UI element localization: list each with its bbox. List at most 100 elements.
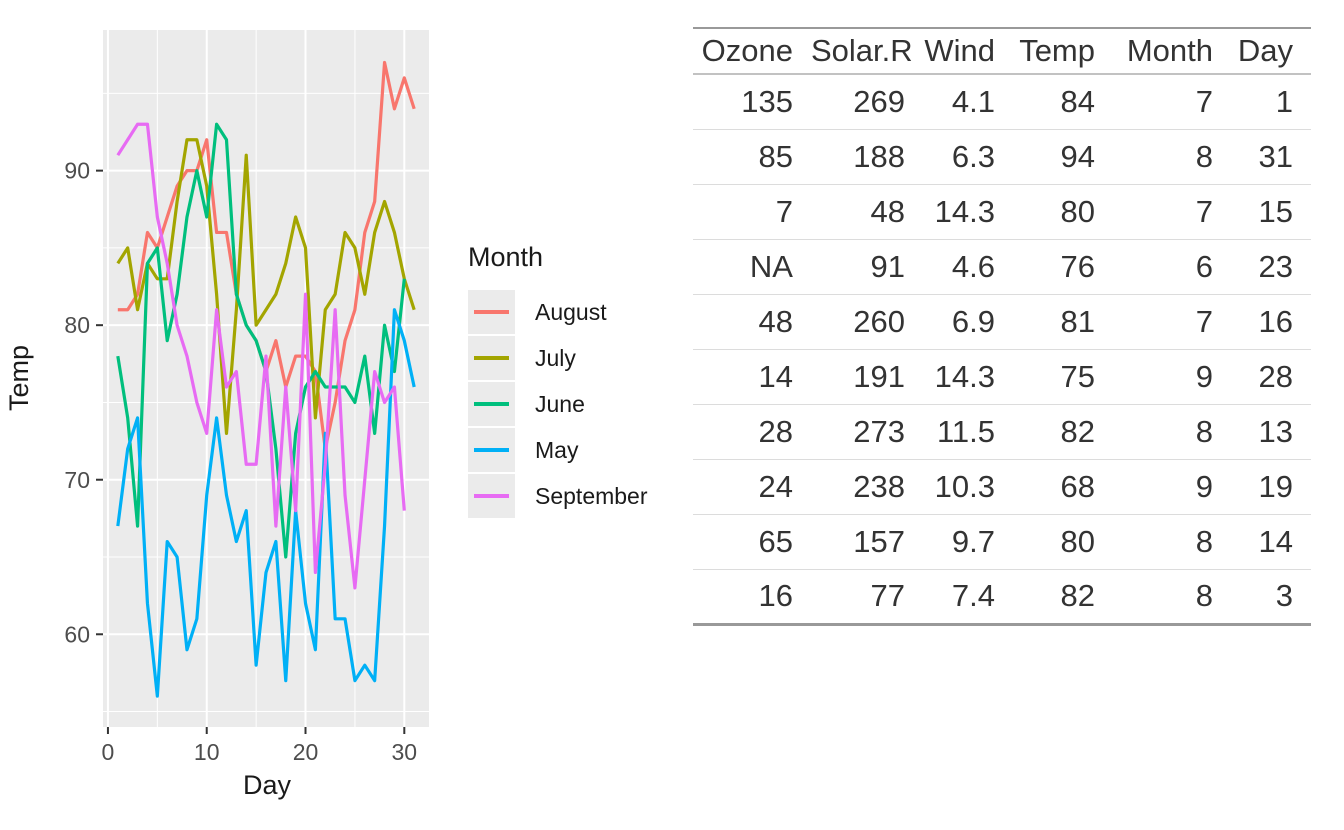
temp-by-day-line-chart: 60 70 80 90 0 10 20 30 Temp Day [4,30,429,800]
table-cell: 3 [1231,569,1311,626]
table-cell: 24 [693,459,811,515]
table-cell: 6.3 [923,129,1013,185]
legend-label: September [535,482,648,509]
table-cell: 23 [1231,239,1311,295]
table-cell: 91 [811,239,923,295]
legend-label: August [535,298,607,325]
table-cell: 9 [1113,349,1231,405]
table-cell: 13 [1231,404,1311,460]
legend-entry-august: August [468,289,648,335]
table-cell: 16 [693,569,811,626]
legend-key-line [474,448,509,452]
table-cell: NA [693,239,811,295]
table-cell: 4.6 [923,239,1013,295]
legend-entry-july: July [468,335,648,381]
table-cell: 157 [811,514,923,570]
table-cell: 82 [1013,569,1113,626]
table-cell: 31 [1231,129,1311,185]
table-cell: 14.3 [923,184,1013,240]
column-header-wind: Wind [923,27,1013,75]
table-row: 24 238 10.3 68 9 19 [693,459,1311,515]
legend-title: Month [468,242,544,272]
series-line-july [116,138,416,435]
table-cell: 191 [811,349,923,405]
table-cell: 7 [693,184,811,240]
table-header-row: Ozone Solar.R Wind Temp Month Day [693,27,1311,75]
column-header-ozone: Ozone [693,27,811,75]
legend-entry-june: June [468,381,648,427]
table-cell: 15 [1231,184,1311,240]
table-row: 14 191 14.3 75 9 28 [693,349,1311,405]
legend-label: May [535,436,579,463]
table-row: 65 157 9.7 80 8 14 [693,514,1311,570]
y-tick-label: 80 [64,312,90,338]
chart-legend: Month August July June May September [468,242,648,519]
legend-key-swatch [468,290,515,334]
table-cell: 1 [1231,74,1311,130]
legend-key-line [474,402,509,406]
y-axis-title: Temp [4,345,34,411]
table-cell: 28 [693,404,811,460]
legend-key-line [474,356,509,360]
table-cell: 81 [1013,294,1113,350]
table-cell: 269 [811,74,923,130]
table-cell: 7 [1113,74,1231,130]
y-tick-label: 90 [64,158,90,184]
legend-key-swatch [468,382,515,426]
table-cell: 77 [811,569,923,626]
table-cell: 260 [811,294,923,350]
table-cell: 19 [1231,459,1311,515]
legend-label: July [535,344,576,371]
column-header-solar-r: Solar.R [811,27,923,75]
table-cell: 6.9 [923,294,1013,350]
table-cell: 14 [1231,514,1311,570]
legend-key-line [474,310,509,314]
table-cell: 188 [811,129,923,185]
x-axis-title: Day [243,770,292,800]
table-cell: 8 [1113,514,1231,570]
legend-key-swatch [468,336,515,380]
table-cell: 10.3 [923,459,1013,515]
table-cell: 7 [1113,294,1231,350]
table-cell: 9.7 [923,514,1013,570]
legend-label: June [535,390,585,417]
table-cell: 9 [1113,459,1231,515]
table-row: 48 260 6.9 81 7 16 [693,294,1311,350]
x-tick-label: 30 [392,739,418,765]
legend-key-swatch [468,428,515,472]
table-cell: 65 [693,514,811,570]
y-tick-label: 60 [64,621,90,647]
table-cell: 11.5 [923,404,1013,460]
table-cell: 7 [1113,184,1231,240]
table-cell: 80 [1013,184,1113,240]
column-header-day: Day [1231,27,1311,75]
table-cell: 6 [1113,239,1231,295]
table-cell: 82 [1013,404,1113,460]
table-cell: 48 [811,184,923,240]
table-cell: 76 [1013,239,1113,295]
table-row: 7 48 14.3 80 7 15 [693,184,1311,240]
airquality-table-container: Ozone Solar.R Wind Temp Month Day 135 269 4.1 84… [693,27,1311,626]
table-cell: 28 [1231,349,1311,405]
y-tick-label: 70 [64,467,90,493]
table-cell: 48 [693,294,811,350]
column-header-month: Month [1113,27,1231,75]
x-tick-label: 0 [102,739,115,765]
legend-entries: August July June May September [468,289,648,519]
table-cell: 8 [1113,129,1231,185]
table-row: 85 188 6.3 94 8 31 [693,129,1311,185]
table-cell: 84 [1013,74,1113,130]
table-row: NA 91 4.6 76 6 23 [693,239,1311,295]
table-cell: 8 [1113,569,1231,626]
table-cell: 80 [1013,514,1113,570]
table-cell: 75 [1013,349,1113,405]
table-cell: 16 [1231,294,1311,350]
table-cell: 238 [811,459,923,515]
table-cell: 94 [1013,129,1113,185]
table-row: 28 273 11.5 82 8 13 [693,404,1311,460]
column-header-temp: Temp [1013,27,1113,75]
table-row: 16 77 7.4 82 8 3 [693,569,1311,626]
table-row: 135 269 4.1 84 7 1 [693,74,1311,130]
table-cell: 7.4 [923,569,1013,626]
